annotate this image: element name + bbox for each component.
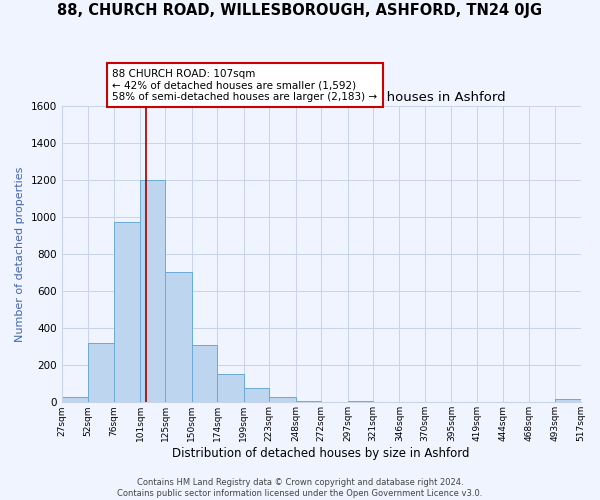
Bar bbox=[555, 398, 581, 402]
Bar bbox=[217, 374, 244, 402]
Bar bbox=[244, 388, 269, 402]
Text: 88 CHURCH ROAD: 107sqm
← 42% of detached houses are smaller (1,592)
58% of semi-: 88 CHURCH ROAD: 107sqm ← 42% of detached… bbox=[112, 68, 377, 102]
Bar bbox=[166, 272, 192, 402]
Bar bbox=[62, 396, 88, 402]
Bar bbox=[192, 345, 217, 403]
Bar bbox=[269, 396, 296, 402]
Bar bbox=[88, 343, 113, 402]
Bar bbox=[113, 222, 140, 402]
Bar bbox=[140, 180, 166, 402]
Text: 88, CHURCH ROAD, WILLESBOROUGH, ASHFORD, TN24 0JG: 88, CHURCH ROAD, WILLESBOROUGH, ASHFORD,… bbox=[58, 2, 542, 18]
Y-axis label: Number of detached properties: Number of detached properties bbox=[15, 166, 25, 342]
X-axis label: Distribution of detached houses by size in Ashford: Distribution of detached houses by size … bbox=[172, 447, 470, 460]
Text: Contains HM Land Registry data © Crown copyright and database right 2024.
Contai: Contains HM Land Registry data © Crown c… bbox=[118, 478, 482, 498]
Title: Size of property relative to detached houses in Ashford: Size of property relative to detached ho… bbox=[137, 92, 505, 104]
